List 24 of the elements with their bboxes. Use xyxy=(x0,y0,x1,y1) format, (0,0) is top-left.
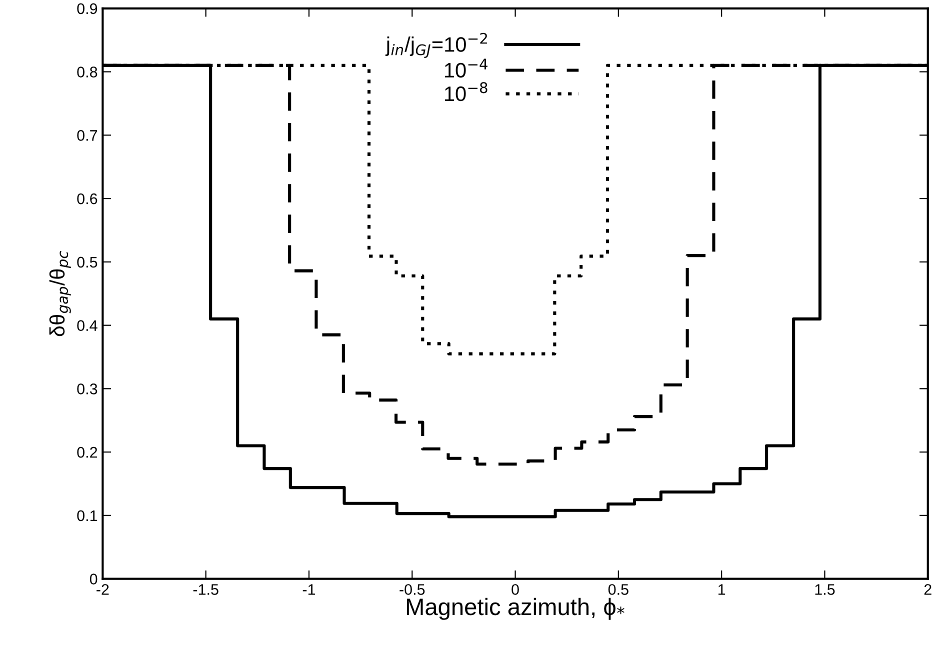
y-tick-label: 0.5 xyxy=(77,256,98,268)
x-tick-label: -1.5 xyxy=(193,584,218,595)
y-tick-label: 0.6 xyxy=(77,193,98,204)
legend-label: 10$^{−4}$ xyxy=(445,58,488,78)
y-tick-label: 0.3 xyxy=(77,384,98,394)
x-tick-label: -2 xyxy=(96,584,109,595)
legend-label: 10$^{−8}$ xyxy=(445,82,488,102)
legend-label: j$_{in}$/j$_{GJ}$=10$^{−2}$ xyxy=(385,32,487,58)
x-tick-label: 2 xyxy=(924,584,932,595)
y-axis-title: δθ$_{gap}$/θ$_{pc}$ xyxy=(49,250,71,336)
y-tick-label: 0.4 xyxy=(77,320,98,331)
y-tick-label: 0.7 xyxy=(77,130,98,141)
x-tick-label: 1 xyxy=(718,584,726,595)
x-tick-label: 0.5 xyxy=(608,584,628,595)
y-tick-label: 0.1 xyxy=(77,510,98,522)
y-tick-label: 0.8 xyxy=(77,66,98,78)
y-tick-label: 0 xyxy=(90,574,98,584)
x-tick-label: -0.5 xyxy=(400,584,425,595)
x-tick-label: 1.5 xyxy=(815,584,835,595)
x-axis-title: Magnetic azimuth, ϕ$_{*}$ xyxy=(406,598,624,620)
y-tick-label: 0.2 xyxy=(77,446,98,458)
x-tick-label: -1 xyxy=(302,584,316,595)
y-tick-label: 0.9 xyxy=(77,3,98,14)
x-tick-label: 0 xyxy=(512,584,519,595)
